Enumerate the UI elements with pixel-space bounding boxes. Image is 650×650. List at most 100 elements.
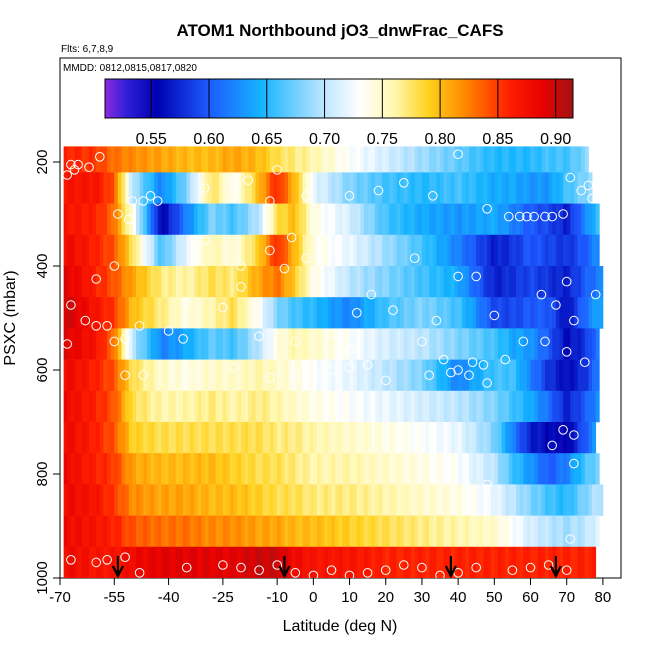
observation-point xyxy=(590,289,601,300)
heatmap-cell xyxy=(356,234,361,267)
heatmap-cell xyxy=(584,328,589,360)
observation-point xyxy=(91,274,101,284)
heatmap-cell xyxy=(544,297,550,329)
heatmap-cell xyxy=(483,266,488,298)
colorbar-tick-label: 0.80 xyxy=(425,131,456,148)
heatmap-cell xyxy=(212,359,217,392)
heatmap-cell xyxy=(392,546,397,578)
heatmap-cell xyxy=(472,328,477,360)
heatmap-cell xyxy=(63,203,68,236)
heatmap-cell xyxy=(313,546,318,578)
heatmap-cell xyxy=(392,234,397,267)
heatmap-cell xyxy=(436,453,441,485)
heatmap-cell xyxy=(548,484,553,516)
heatmap-cell xyxy=(345,359,350,392)
heatmap-cell xyxy=(353,390,358,423)
heatmap-cell xyxy=(154,422,159,454)
heatmap-cell xyxy=(183,390,188,423)
heatmap-cell xyxy=(262,484,267,516)
heatmap-cell xyxy=(505,390,510,423)
heatmap-cell xyxy=(526,515,531,548)
heatmap-cell xyxy=(99,515,104,548)
heatmap-cell xyxy=(523,266,528,298)
heatmap-cell xyxy=(230,422,235,454)
heatmap-cell xyxy=(573,359,578,392)
heatmap-cell xyxy=(537,328,542,360)
heatmap-cell xyxy=(85,422,90,454)
heatmap-cell xyxy=(581,328,586,360)
heatmap-cell xyxy=(374,422,379,454)
heatmap-cell xyxy=(168,203,173,236)
heatmap-cell xyxy=(472,203,477,236)
heatmap-cell xyxy=(164,172,169,204)
heatmap-cell xyxy=(88,390,93,423)
heatmap-cell xyxy=(349,266,354,298)
heatmap-cell xyxy=(259,422,264,454)
heatmap-cell xyxy=(497,328,502,360)
heatmap-cell xyxy=(468,546,474,578)
heatmap-cell xyxy=(400,453,405,485)
heatmap-cell xyxy=(222,453,227,485)
heatmap-cell xyxy=(345,203,350,236)
observation-point xyxy=(409,253,420,264)
heatmap-cell xyxy=(588,422,593,454)
heatmap-cell xyxy=(356,422,361,454)
heatmap-cell xyxy=(154,146,159,173)
heatmap-cell xyxy=(331,203,336,236)
heatmap-cell xyxy=(92,172,97,204)
heatmap-cell xyxy=(183,203,188,236)
heatmap-cell xyxy=(440,359,445,392)
heatmap-cell xyxy=(324,484,329,516)
heatmap-cell xyxy=(494,297,499,329)
heatmap-cell xyxy=(371,390,376,423)
heatmap-cell xyxy=(429,453,434,485)
heatmap-cell xyxy=(237,422,242,454)
heatmap-cell xyxy=(295,359,300,392)
heatmap-cell xyxy=(139,453,144,485)
heatmap-cell xyxy=(563,453,568,485)
heatmap-cell xyxy=(298,546,303,578)
heatmap-cell xyxy=(353,297,358,329)
heatmap-cell xyxy=(316,515,321,548)
heatmap-cell xyxy=(338,515,343,548)
heatmap-cell xyxy=(345,172,350,204)
heatmap-cell xyxy=(345,146,350,173)
heatmap-cell xyxy=(345,515,350,548)
heatmap-cell xyxy=(385,453,390,485)
heatmap-cell xyxy=(581,146,586,173)
heatmap-cell xyxy=(136,172,141,204)
heatmap-cell xyxy=(476,546,481,578)
heatmap-cell xyxy=(584,546,589,578)
observation-point xyxy=(514,211,525,222)
heatmap-cell xyxy=(212,266,217,298)
heatmap-cell xyxy=(259,266,264,298)
observation-point xyxy=(286,232,297,243)
heatmap-cell xyxy=(425,515,430,548)
heatmap-cell xyxy=(519,266,524,298)
heatmap-cell xyxy=(88,422,93,454)
heatmap-cell xyxy=(280,515,285,548)
heatmap-cell xyxy=(103,172,108,204)
heatmap-cell xyxy=(251,172,256,204)
heatmap-cell xyxy=(458,234,463,267)
heatmap-cell xyxy=(226,146,231,173)
heatmap-cell xyxy=(128,546,133,578)
heatmap-cell xyxy=(248,484,253,516)
heatmap-cell xyxy=(396,453,401,485)
heatmap-cell xyxy=(215,484,220,516)
heatmap-cell xyxy=(179,390,184,423)
x-tick-label: 10 xyxy=(341,589,358,606)
heatmap-cell xyxy=(443,172,448,204)
heatmap-cell xyxy=(183,234,188,267)
heatmap-cell xyxy=(99,359,104,392)
heatmap-cell xyxy=(385,546,390,578)
heatmap-cell xyxy=(298,297,303,329)
heatmap-cell xyxy=(233,422,238,454)
heatmap-cell xyxy=(411,146,416,173)
heatmap-cell xyxy=(487,453,492,485)
heatmap-cell xyxy=(364,484,369,516)
heatmap-cell xyxy=(183,484,188,516)
heatmap-cell xyxy=(371,234,376,267)
heatmap-cell xyxy=(204,297,209,329)
heatmap-cell xyxy=(121,546,126,578)
